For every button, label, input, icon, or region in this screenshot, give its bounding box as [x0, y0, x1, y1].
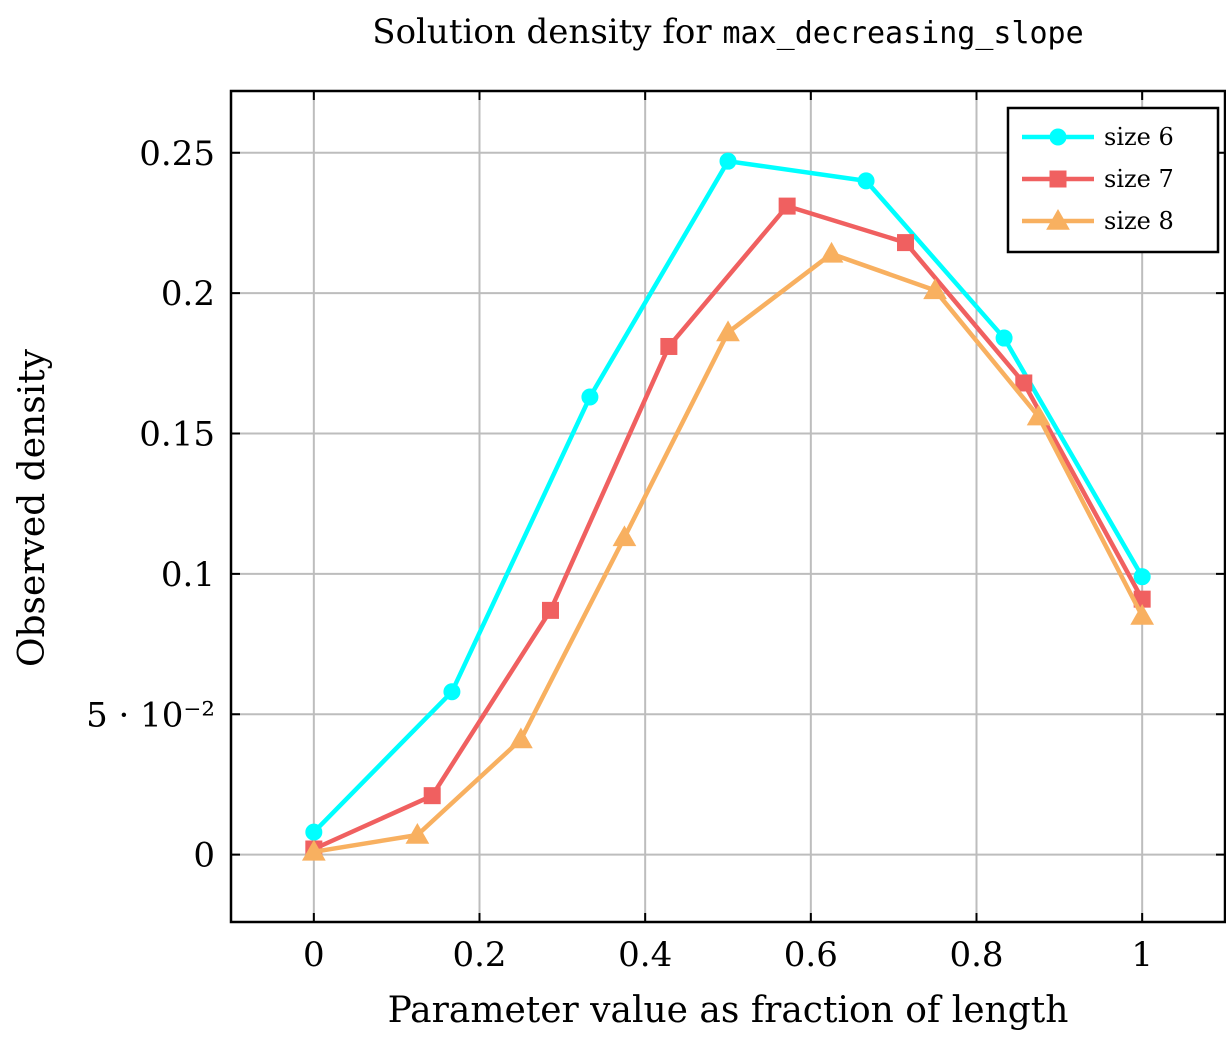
data-point	[305, 823, 323, 841]
legend-swatch-marker	[1046, 208, 1070, 230]
y-tick-label: 0.25	[139, 134, 215, 174]
y-axis-label: Observed density	[12, 348, 53, 667]
x-tick-label: 0.6	[784, 935, 838, 975]
data-point	[1026, 404, 1051, 426]
data-point	[660, 337, 678, 355]
y-tick-label: 0.2	[161, 274, 215, 314]
y-tick-label: 5 · 10⁻²	[86, 695, 215, 735]
y-tick-label: 0.1	[161, 555, 215, 595]
x-tick-label: 0.2	[452, 935, 506, 975]
legend-entry: size 7	[1022, 165, 1174, 193]
data-point	[423, 787, 441, 805]
data-point	[1130, 603, 1155, 625]
legend-swatch-marker	[1049, 170, 1067, 188]
series-line	[313, 251, 1145, 855]
y-tick-label: 0.15	[139, 415, 215, 455]
series-2	[305, 197, 1151, 858]
series-1	[305, 152, 1151, 841]
x-tick-label: 0.4	[618, 935, 672, 975]
data-point	[581, 388, 599, 406]
data-point	[716, 320, 740, 342]
legend-entry: size 8	[1022, 207, 1174, 235]
legend-swatch-marker	[1049, 128, 1067, 146]
data-point	[612, 525, 637, 547]
series-line	[312, 158, 1145, 834]
chart-title-prefix: Solution density for	[372, 12, 722, 52]
data-point	[819, 241, 844, 263]
series-line	[312, 203, 1145, 852]
data-point	[897, 234, 915, 252]
data-point	[541, 601, 559, 619]
data-point	[778, 197, 796, 215]
x-ticks: 0 0.2 0.4 0.6 0.8 1	[303, 91, 1153, 975]
x-axis-label: Parameter value as fraction of length	[388, 990, 1069, 1031]
data-point	[1015, 374, 1033, 392]
data-point	[995, 329, 1013, 347]
x-tick-label: 0	[303, 935, 325, 975]
plot-series	[301, 152, 1155, 861]
data-point	[719, 152, 737, 170]
data-point	[443, 683, 461, 701]
x-tick-label: 0.8	[949, 935, 1003, 975]
data-point	[857, 172, 875, 190]
data-point	[923, 278, 947, 300]
legend: size 6 size 7 size 8	[1006, 106, 1220, 254]
plot-frame	[229, 89, 1226, 924]
y-ticks: 0 5 · 10⁻² 0.1 0.15 0.2 0.25	[86, 134, 1225, 876]
legend-label: size 8	[1104, 207, 1174, 235]
x-tick-label: 1	[1131, 935, 1153, 975]
data-point	[405, 822, 430, 844]
data-point	[1133, 568, 1151, 586]
y-tick-label: 0	[193, 836, 215, 876]
legend-label: size 7	[1104, 165, 1174, 193]
series-3	[301, 241, 1155, 861]
legend-label: size 6	[1104, 123, 1174, 151]
chart-title: Solution density for max_decreasing_slop…	[372, 12, 1083, 52]
legend-entry: size 6	[1022, 123, 1174, 151]
data-point	[509, 727, 533, 749]
chart-title-code: max_decreasing_slope	[722, 16, 1083, 51]
data-point	[301, 839, 326, 861]
